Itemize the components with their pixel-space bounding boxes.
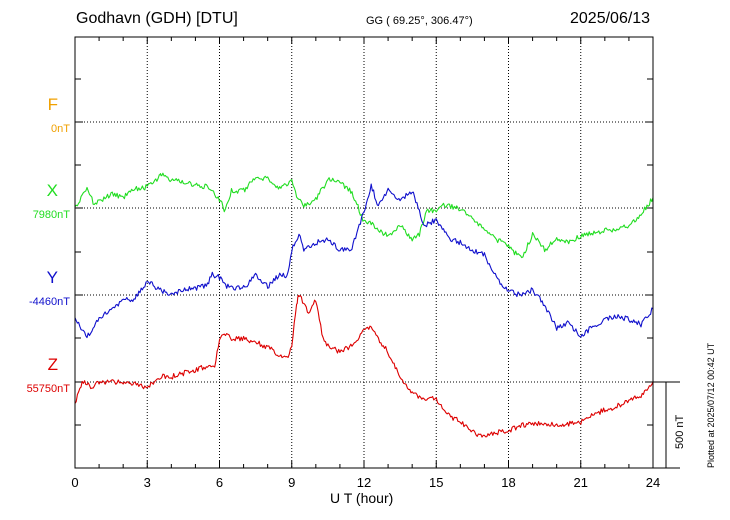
x-tick-label-6: 6	[216, 475, 223, 490]
scale-bar	[653, 381, 680, 469]
grid-lines	[75, 37, 653, 468]
x-tick-labels: 0 3 6 9 12 15 18 21 24	[71, 475, 660, 490]
axis-ticks	[74, 37, 654, 468]
plot-frame	[74, 36, 654, 469]
series-name-Z: Z	[47, 355, 58, 374]
x-tick-label-0: 0	[71, 475, 78, 490]
series-baseline-Z: 55750nT	[26, 383, 70, 395]
x-tick-label-18: 18	[501, 475, 515, 490]
trace-Z	[74, 294, 654, 438]
series-name-Y: Y	[46, 268, 58, 287]
trace-X	[74, 172, 654, 259]
trace-Y	[74, 183, 654, 339]
series-baseline-F: 0nT	[51, 123, 70, 135]
plotted-timestamp: Plotted at 2025/07/12 00:42 UT	[706, 342, 716, 468]
x-tick-label-12: 12	[357, 475, 371, 490]
series-baseline-Y: -4460nT	[29, 296, 70, 308]
scale-bar-label: 500 nT	[674, 414, 686, 449]
x-tick-label-15: 15	[429, 475, 443, 490]
traces	[74, 172, 654, 438]
series-name-F: F	[47, 95, 58, 114]
x-tick-label-21: 21	[574, 475, 588, 490]
coordinates-label: GG ( 69.25°, 306.47°)	[366, 15, 473, 27]
x-tick-label-9: 9	[288, 475, 295, 490]
date-label: 2025/06/13	[570, 10, 651, 27]
series-baseline-X: 7980nT	[32, 209, 70, 221]
x-tick-label-24: 24	[646, 475, 660, 490]
x-axis-label: U T (hour)	[330, 490, 394, 506]
series-name-X: X	[46, 181, 58, 200]
x-tick-label-3: 3	[144, 475, 151, 490]
station-title: Godhavn (GDH) [DTU]	[76, 10, 238, 27]
